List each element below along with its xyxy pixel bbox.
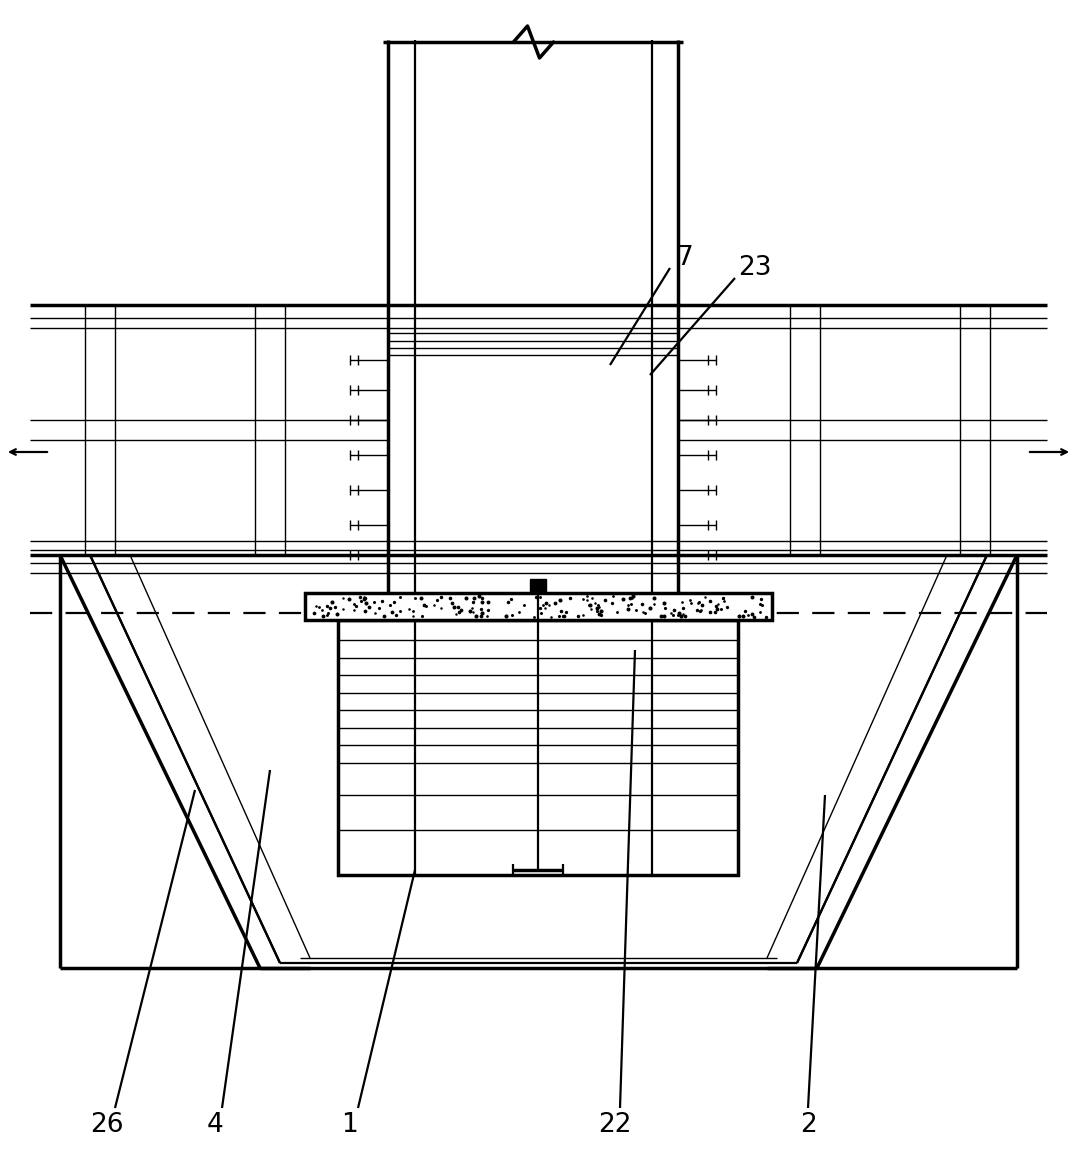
Bar xyxy=(530,579,546,592)
Text: 26: 26 xyxy=(90,1112,124,1139)
Text: 7: 7 xyxy=(676,246,694,271)
Bar xyxy=(338,620,738,875)
Text: 1: 1 xyxy=(341,1112,359,1139)
Text: 22: 22 xyxy=(598,1112,632,1139)
Text: 23: 23 xyxy=(738,255,772,281)
Text: 2: 2 xyxy=(799,1112,816,1139)
Text: 4: 4 xyxy=(207,1112,223,1139)
Bar xyxy=(305,593,772,620)
